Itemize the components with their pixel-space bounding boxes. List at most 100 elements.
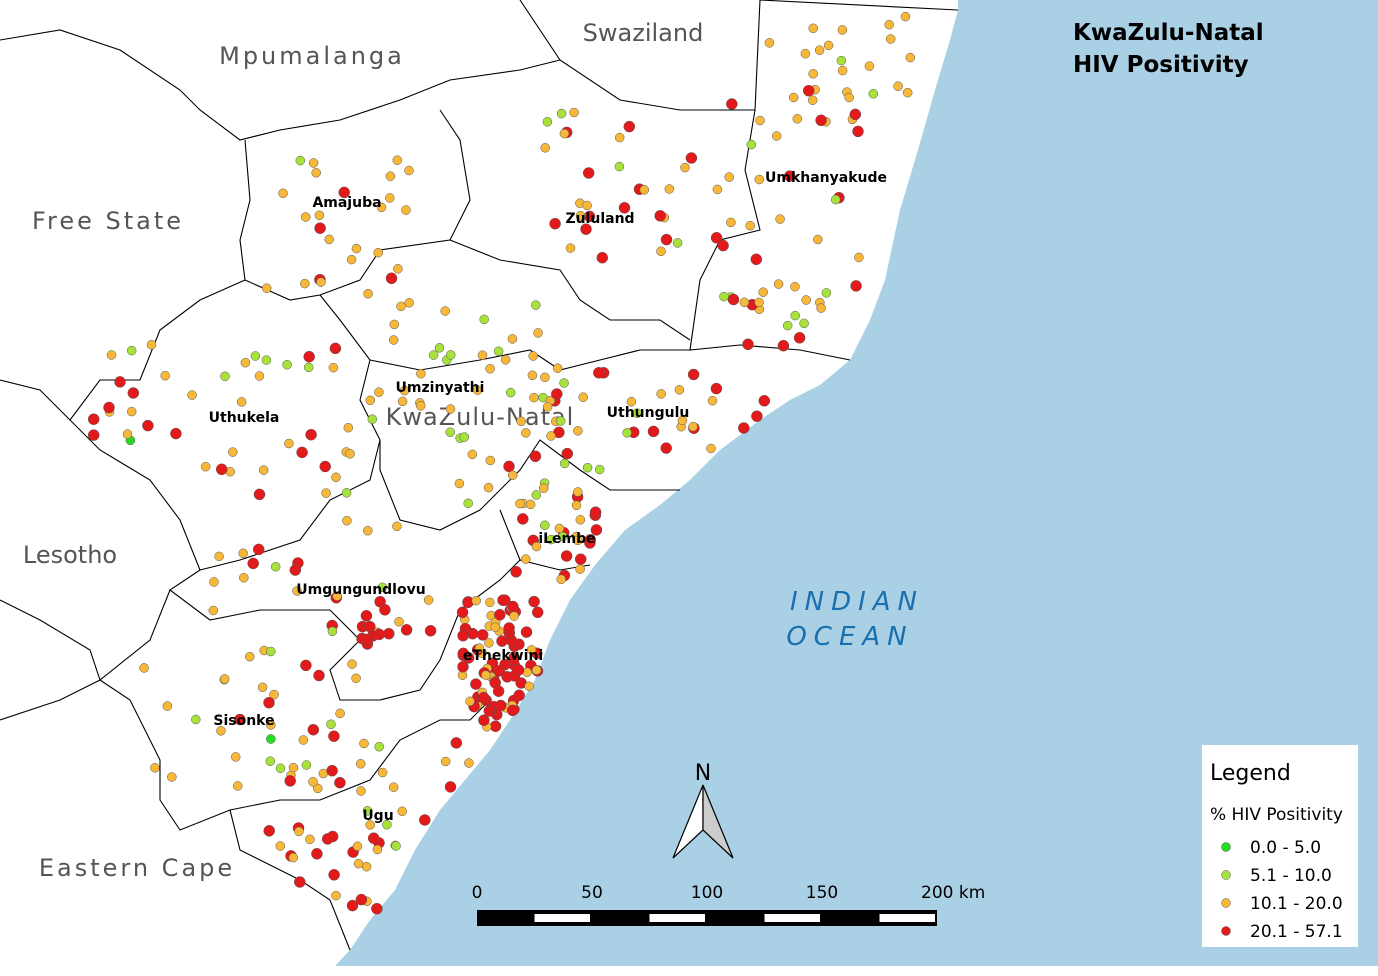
sample-point (328, 869, 340, 881)
sample-point (332, 591, 342, 601)
sample-point (520, 626, 533, 638)
sample-point (485, 455, 496, 466)
sample-point (343, 422, 354, 433)
sample-point (533, 328, 543, 338)
legend-swatch (1221, 898, 1231, 908)
sample-point (546, 534, 556, 545)
sample-point (471, 595, 481, 606)
sample-point (314, 222, 326, 234)
sample-point (329, 342, 342, 355)
legend-swatch (1221, 926, 1231, 936)
sample-point (551, 388, 563, 400)
sample-point (864, 61, 875, 71)
sample-point (495, 699, 507, 712)
sample-point (764, 38, 775, 48)
sample-point (849, 108, 862, 121)
sample-point (324, 234, 334, 245)
north-arrow-right (702, 784, 734, 859)
sample-point (440, 756, 451, 767)
sample-point (710, 232, 723, 244)
sample-point (292, 586, 302, 596)
sample-point (632, 408, 642, 418)
sample-point (335, 708, 345, 719)
sample-point (573, 426, 583, 436)
sample-point (457, 629, 469, 642)
sample-point (365, 395, 376, 406)
sample-point (376, 202, 387, 213)
sample-point (415, 401, 426, 411)
sample-point (214, 551, 224, 562)
sample-point (327, 626, 338, 637)
sample-point (373, 247, 383, 258)
sample-point (542, 117, 553, 127)
sample-point (126, 345, 137, 356)
sample-point (359, 738, 369, 749)
sample-point (559, 458, 570, 469)
sample-point (326, 719, 336, 730)
sample-point (103, 401, 115, 414)
sample-point (807, 95, 818, 105)
legend-label: 10.1 - 20.0 (1250, 894, 1343, 914)
sample-point (252, 543, 265, 556)
sample-point (808, 23, 818, 34)
sample-point (170, 427, 182, 440)
sample-point (594, 464, 605, 475)
district-label: Ugu (362, 808, 393, 824)
sample-point (396, 301, 406, 312)
sample-point (303, 350, 315, 363)
sample-point (230, 752, 241, 762)
sample-point (367, 414, 378, 424)
sample-point (852, 125, 864, 138)
sample-point (582, 462, 593, 473)
sample-point (777, 339, 790, 352)
sample-point (331, 890, 341, 901)
sample-point (738, 422, 750, 434)
sample-point (884, 19, 894, 30)
sample-point (528, 351, 538, 361)
sample-point (660, 442, 672, 454)
sample-point (707, 395, 718, 406)
sample-point (724, 172, 734, 182)
ocean-label-line: INDIAN (790, 587, 924, 617)
sample-point (247, 557, 259, 570)
sample-point (364, 620, 376, 633)
sample-point (900, 11, 911, 22)
sample-point (902, 87, 913, 98)
sample-point (319, 460, 331, 473)
ocean-label: INDIAN OCEAN (786, 587, 924, 652)
sample-point (208, 605, 219, 616)
sample-point (582, 167, 595, 179)
sample-point (270, 561, 281, 572)
sample-point (187, 390, 197, 400)
sample-point (382, 819, 392, 830)
sample-point (837, 25, 848, 35)
legend-label: 0.0 - 5.0 (1250, 838, 1321, 858)
sample-point (885, 34, 896, 44)
sample-point (434, 343, 445, 353)
sample-point (374, 741, 384, 752)
sample-point (346, 254, 357, 265)
sample-point (457, 661, 469, 673)
district-label: iLembe (538, 531, 595, 547)
scale-bar-segment (879, 914, 935, 922)
sample-point (307, 723, 320, 736)
sample-point (485, 364, 495, 374)
sample-point (351, 243, 362, 254)
sample-point (361, 861, 372, 872)
sample-point (393, 264, 403, 274)
sample-point (341, 488, 352, 498)
scale-tick-label: 200 km (921, 883, 985, 903)
sample-point (503, 460, 515, 473)
district-label: eThekwini (463, 648, 543, 664)
sample-point (314, 210, 325, 221)
sample-point (540, 520, 550, 531)
sample-point (531, 300, 541, 310)
sample-point (328, 362, 339, 373)
scale-bar: 0 50 100 150 200 km (472, 883, 985, 926)
north-label: N (695, 761, 711, 786)
sample-point (365, 820, 375, 830)
scale-bar-segment (764, 914, 820, 922)
sample-point (114, 376, 126, 388)
sample-point (305, 428, 317, 441)
sample-point (513, 689, 525, 702)
